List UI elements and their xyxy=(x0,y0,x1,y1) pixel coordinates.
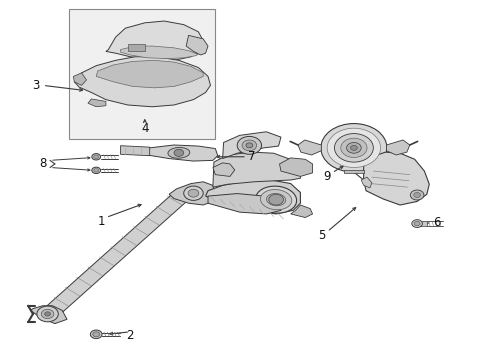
Polygon shape xyxy=(96,60,203,88)
Circle shape xyxy=(183,186,203,201)
Text: 4: 4 xyxy=(141,122,148,135)
Polygon shape xyxy=(74,57,210,107)
Polygon shape xyxy=(205,180,300,214)
Circle shape xyxy=(174,149,183,157)
Circle shape xyxy=(44,312,50,316)
Polygon shape xyxy=(212,152,300,187)
Polygon shape xyxy=(73,73,86,85)
Circle shape xyxy=(411,220,422,228)
Circle shape xyxy=(350,145,357,150)
Circle shape xyxy=(94,155,99,158)
Text: 9: 9 xyxy=(323,170,330,183)
Polygon shape xyxy=(120,46,198,59)
Text: 1: 1 xyxy=(97,215,104,228)
Text: 8: 8 xyxy=(39,157,46,170)
Circle shape xyxy=(409,190,423,200)
Polygon shape xyxy=(30,306,67,324)
Ellipse shape xyxy=(255,186,296,213)
Circle shape xyxy=(237,136,261,154)
Polygon shape xyxy=(279,158,312,176)
Text: 3: 3 xyxy=(32,79,39,92)
Circle shape xyxy=(326,128,380,167)
Circle shape xyxy=(92,167,101,174)
Polygon shape xyxy=(169,182,215,205)
Circle shape xyxy=(340,138,366,157)
Text: 5: 5 xyxy=(318,229,325,242)
Circle shape xyxy=(94,168,99,172)
Circle shape xyxy=(320,123,386,172)
Polygon shape xyxy=(363,152,428,205)
Circle shape xyxy=(346,143,361,153)
Polygon shape xyxy=(186,35,207,55)
Polygon shape xyxy=(212,163,234,176)
Polygon shape xyxy=(144,145,217,161)
Polygon shape xyxy=(120,146,149,156)
Ellipse shape xyxy=(260,189,291,210)
Polygon shape xyxy=(39,192,188,321)
Polygon shape xyxy=(207,194,281,214)
Circle shape xyxy=(90,330,102,339)
Polygon shape xyxy=(88,99,106,107)
Circle shape xyxy=(413,221,419,226)
Circle shape xyxy=(188,189,199,197)
Circle shape xyxy=(93,332,100,337)
Text: 6: 6 xyxy=(432,216,439,229)
Text: 7: 7 xyxy=(247,150,255,163)
Circle shape xyxy=(245,143,252,148)
Polygon shape xyxy=(344,170,363,173)
Text: 2: 2 xyxy=(126,329,134,342)
Bar xyxy=(69,9,215,139)
Circle shape xyxy=(41,309,54,319)
Polygon shape xyxy=(416,221,426,226)
Ellipse shape xyxy=(266,193,285,206)
Polygon shape xyxy=(106,21,203,60)
Polygon shape xyxy=(290,205,312,217)
Circle shape xyxy=(37,306,58,322)
Polygon shape xyxy=(386,140,409,155)
Polygon shape xyxy=(361,177,371,188)
Circle shape xyxy=(413,193,420,198)
Circle shape xyxy=(242,140,256,151)
Polygon shape xyxy=(222,132,281,158)
Circle shape xyxy=(334,134,372,162)
Polygon shape xyxy=(297,140,321,155)
Polygon shape xyxy=(127,44,144,51)
Circle shape xyxy=(92,154,101,160)
Ellipse shape xyxy=(167,148,189,158)
Circle shape xyxy=(268,194,283,205)
